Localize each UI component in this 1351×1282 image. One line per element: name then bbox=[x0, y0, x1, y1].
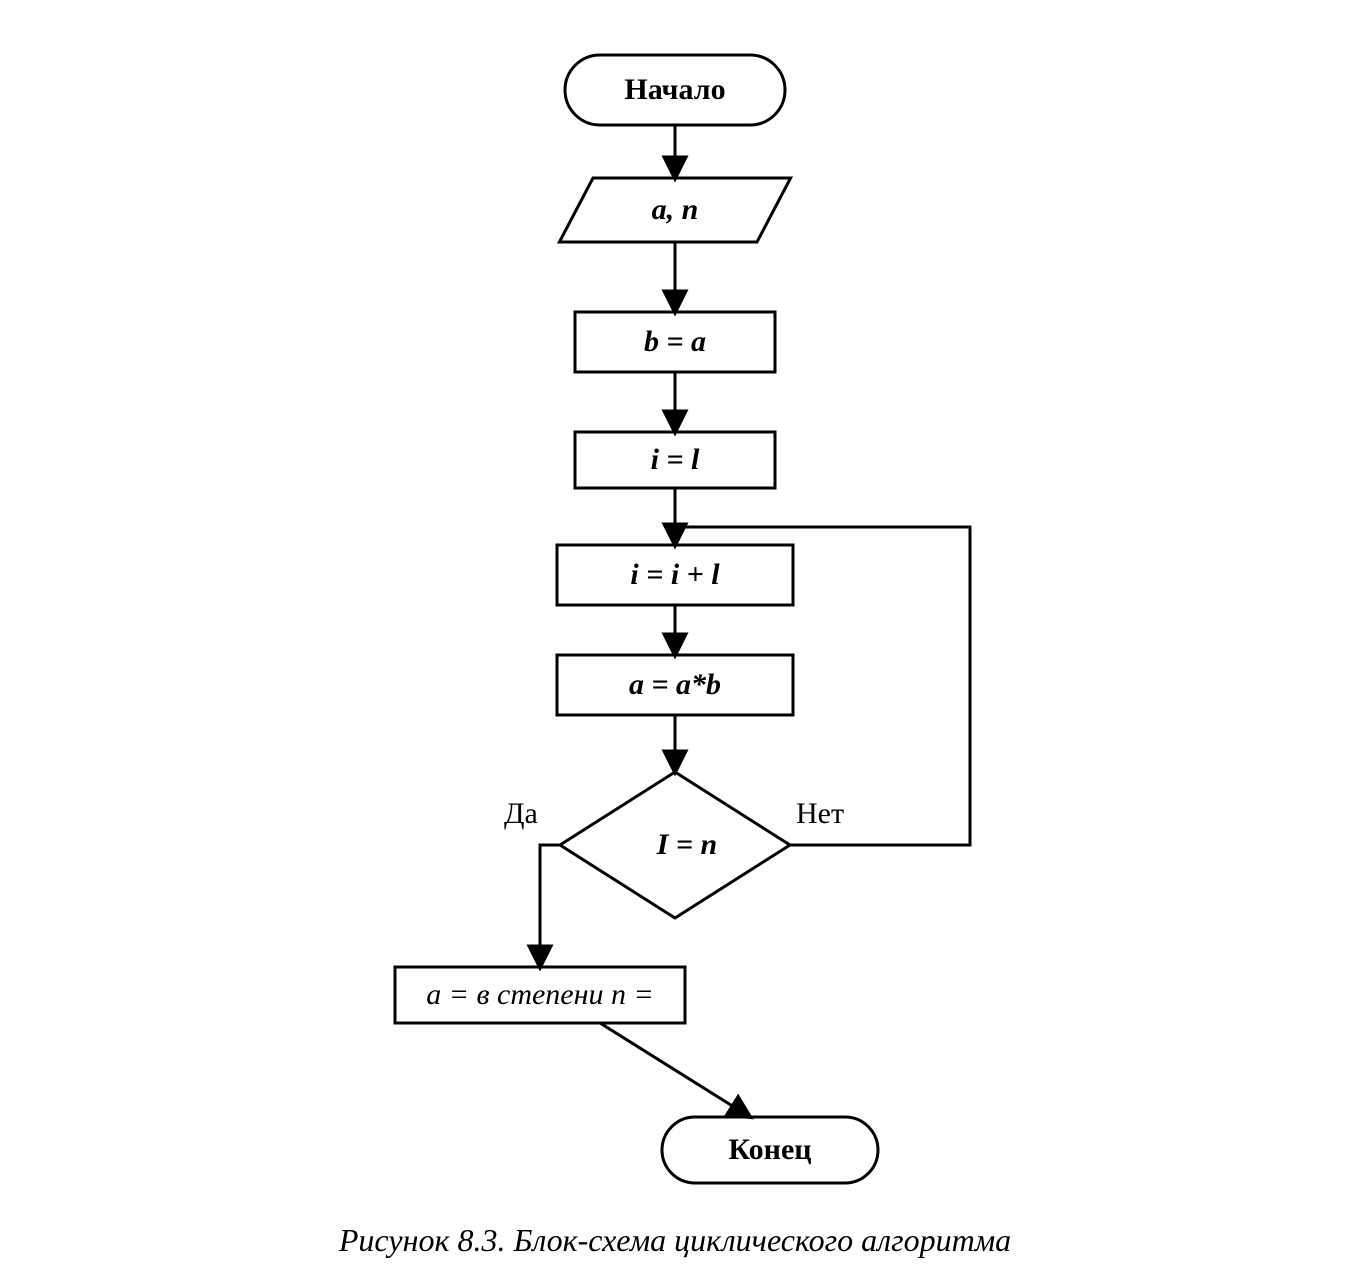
node-assign-b-label: b = a bbox=[644, 325, 706, 359]
edge bbox=[600, 1023, 750, 1117]
node-end-label: Конец bbox=[728, 1133, 811, 1167]
node-inc-i-label: i = i + l bbox=[630, 558, 719, 592]
edge bbox=[540, 845, 560, 967]
edge-label-yes: Да bbox=[504, 797, 538, 831]
node-assign-i-label: i = l bbox=[651, 443, 700, 477]
figure-caption: Рисунок 8.3. Блок-схема циклического алг… bbox=[339, 1222, 1011, 1259]
node-output-label: a = в степени n = bbox=[426, 978, 654, 1012]
node-input-label: a, n bbox=[652, 193, 699, 227]
edge-label-no: Нет bbox=[796, 797, 844, 831]
node-decision-label: I = n bbox=[657, 828, 717, 862]
node-mul-a-label: a = a*b bbox=[629, 668, 721, 702]
node-start-label: Начало bbox=[624, 73, 725, 107]
